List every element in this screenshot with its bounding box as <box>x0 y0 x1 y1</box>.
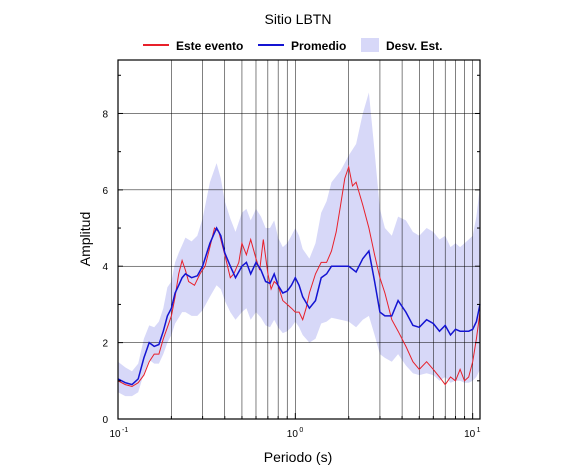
y-tick-label: 8 <box>102 109 108 120</box>
y-tick-label: 4 <box>102 262 108 273</box>
y-tick-label: 2 <box>102 339 108 350</box>
plot-frame <box>117 59 481 420</box>
legend-label-desv-est: Desv. Est. <box>386 39 442 53</box>
x-tick-label-base: 10 <box>464 429 476 440</box>
x-tick-label-exponent: 1 <box>477 427 481 434</box>
y-tick-label: 0 <box>102 415 108 426</box>
x-tick-label: 10 0 <box>287 427 304 440</box>
series-line-este-evento <box>117 164 481 388</box>
x-tick-label-exponent: 0 <box>299 427 303 434</box>
x-tick-label-exponent: -1 <box>122 427 128 434</box>
x-tick-label: 10 1 <box>464 427 481 440</box>
x-axis-label: Periodo (s) <box>264 449 332 465</box>
y-tick-label: 6 <box>102 186 108 197</box>
x-tick-label: 10 -1 <box>109 427 128 440</box>
legend-label-promedio: Promedio <box>291 39 346 53</box>
legend-swatch-desv-est <box>361 38 379 52</box>
legend: Este evento Promedio Desv. Est. <box>143 38 442 53</box>
series-line-promedio <box>117 226 481 386</box>
chart-title: Sitio LBTN <box>265 11 332 27</box>
x-tick-label-base: 10 <box>287 429 299 440</box>
std-dev-band <box>118 92 480 397</box>
legend-label-este-evento: Este evento <box>176 39 243 53</box>
y-axis-label: Amplitud <box>77 212 93 266</box>
x-tick-label-base: 10 <box>109 429 121 440</box>
